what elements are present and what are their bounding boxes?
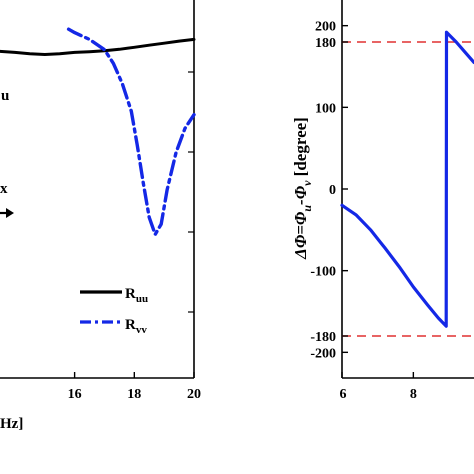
ylabel-part-3: [degree] bbox=[291, 117, 310, 180]
right-ytick-label: -100 bbox=[310, 265, 336, 280]
ylabel-part-2: -Φ bbox=[291, 185, 310, 205]
ylabel-part-1: ΔΦ=Φ bbox=[291, 211, 310, 260]
series-line-rvv bbox=[66, 27, 196, 237]
ylabel-sub-u: u bbox=[300, 205, 314, 212]
left-xtick-label: 20 bbox=[187, 387, 201, 402]
ylabel-sub-v: v bbox=[300, 180, 314, 186]
left-chart-ylabel-fragment: u bbox=[1, 88, 9, 104]
legend-label-rvv: Rvv bbox=[125, 317, 147, 336]
arrow-head bbox=[6, 208, 14, 218]
legend-ruu-main: R bbox=[125, 286, 136, 302]
right-ytick-label: -200 bbox=[310, 346, 336, 361]
series-line-ruu bbox=[0, 37, 196, 56]
left-xtick-label: 18 bbox=[127, 387, 141, 402]
right-ytick-label: -180 bbox=[310, 330, 336, 345]
series-line-phase-difference bbox=[340, 30, 474, 328]
left-chart-xlabel-fragment: Hz] bbox=[0, 416, 23, 432]
legend-label-ruu: Ruu bbox=[125, 286, 148, 305]
legend-rvv-sub: vv bbox=[136, 324, 148, 336]
arrow-label: x bbox=[0, 181, 8, 197]
legend-ruu-sub: uu bbox=[136, 293, 148, 305]
right-ytick-label: 0 bbox=[329, 183, 336, 198]
right-xtick-label: 8 bbox=[410, 387, 417, 402]
arrow-annotation: x bbox=[0, 181, 14, 218]
right-chart-ylabel: ΔΦ=Φu-Φv [degree] bbox=[291, 117, 314, 260]
right-ytick-label: 100 bbox=[315, 101, 336, 116]
right-ytick-label: 180 bbox=[315, 36, 336, 51]
right-ytick-label: 200 bbox=[315, 20, 336, 35]
right-xtick-label: 6 bbox=[340, 387, 347, 402]
left-chart: 16 18 20 u x Ruu Rvv Hz] bbox=[0, 0, 201, 432]
left-xtick-label: 16 bbox=[68, 387, 82, 402]
legend: Ruu Rvv bbox=[80, 286, 148, 336]
legend-rvv-main: R bbox=[125, 317, 136, 333]
